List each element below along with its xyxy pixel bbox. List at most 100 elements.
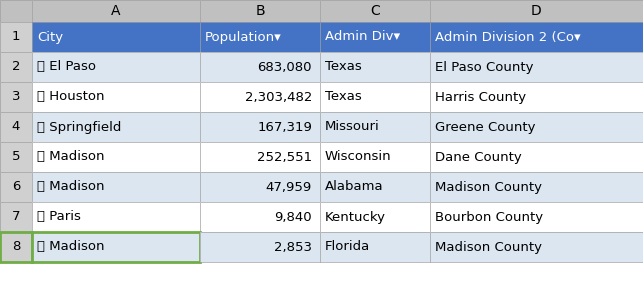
Bar <box>32 232 200 262</box>
Bar <box>32 232 200 262</box>
Text: Madison County: Madison County <box>435 240 542 253</box>
Bar <box>320 52 430 82</box>
Text: 683,080: 683,080 <box>257 60 312 73</box>
Bar <box>32 112 200 142</box>
Text: El Paso County: El Paso County <box>435 60 534 73</box>
Bar <box>0 52 32 82</box>
Bar <box>430 52 643 82</box>
Bar <box>320 142 430 172</box>
Bar <box>430 172 643 202</box>
Text: Bourbon County: Bourbon County <box>435 210 543 223</box>
Text: 2: 2 <box>12 60 20 73</box>
Text: City: City <box>37 31 63 44</box>
Text: 252,551: 252,551 <box>257 151 312 164</box>
Bar <box>0 172 32 202</box>
Text: 🗺 Madison: 🗺 Madison <box>37 151 105 164</box>
Bar <box>200 172 320 202</box>
Bar <box>430 202 643 232</box>
Bar <box>200 112 320 142</box>
Bar <box>320 142 430 172</box>
Bar <box>320 82 430 112</box>
Text: 6: 6 <box>12 181 20 194</box>
Text: A: A <box>111 4 121 18</box>
Bar <box>32 172 200 202</box>
Bar <box>430 82 643 112</box>
Bar <box>200 232 320 262</box>
Text: Dane County: Dane County <box>435 151 521 164</box>
Text: 3: 3 <box>12 90 20 103</box>
Text: 8: 8 <box>12 240 20 253</box>
Bar <box>430 112 643 142</box>
Bar <box>320 172 430 202</box>
Bar <box>200 202 320 232</box>
Text: Alabama: Alabama <box>325 181 384 194</box>
Bar <box>430 22 643 52</box>
Bar <box>430 22 643 52</box>
Bar <box>200 112 320 142</box>
Bar <box>0 0 32 22</box>
Text: 4: 4 <box>12 121 20 134</box>
Bar <box>32 112 200 142</box>
Text: 2,303,482: 2,303,482 <box>244 90 312 103</box>
Bar <box>32 0 200 22</box>
Bar <box>200 82 320 112</box>
Text: D: D <box>531 4 542 18</box>
Bar <box>320 112 430 142</box>
Bar <box>200 142 320 172</box>
Text: 1: 1 <box>12 31 20 44</box>
Bar <box>200 22 320 52</box>
Bar <box>200 22 320 52</box>
Bar <box>320 22 430 52</box>
Bar <box>32 142 200 172</box>
Text: 🗺 Paris: 🗺 Paris <box>37 210 81 223</box>
Text: B: B <box>255 4 265 18</box>
Text: Population▾: Population▾ <box>205 31 282 44</box>
Bar <box>0 172 32 202</box>
Bar <box>320 0 430 22</box>
Bar <box>0 82 32 112</box>
Bar <box>320 22 430 52</box>
Bar <box>0 0 32 22</box>
Text: C: C <box>370 4 380 18</box>
Bar <box>32 82 200 112</box>
Bar <box>320 0 430 22</box>
Bar <box>32 202 200 232</box>
Bar <box>430 0 643 22</box>
Bar <box>32 172 200 202</box>
Bar <box>32 22 200 52</box>
Bar <box>430 142 643 172</box>
Bar <box>0 52 32 82</box>
Bar <box>320 232 430 262</box>
Bar <box>430 232 643 262</box>
Text: 47,959: 47,959 <box>266 181 312 194</box>
Bar <box>32 142 200 172</box>
Bar <box>0 202 32 232</box>
Text: 9,840: 9,840 <box>275 210 312 223</box>
Bar <box>430 82 643 112</box>
Bar <box>200 172 320 202</box>
Bar <box>430 52 643 82</box>
Bar <box>0 142 32 172</box>
Bar <box>0 112 32 142</box>
Bar <box>320 172 430 202</box>
Bar <box>430 142 643 172</box>
Bar <box>0 232 32 262</box>
Text: 7: 7 <box>12 210 20 223</box>
Bar <box>0 82 32 112</box>
Bar <box>32 52 200 82</box>
Bar <box>320 52 430 82</box>
Bar <box>32 0 200 22</box>
Text: Texas: Texas <box>325 90 362 103</box>
Bar <box>200 142 320 172</box>
Bar <box>0 22 32 52</box>
Bar <box>430 232 643 262</box>
Bar <box>200 202 320 232</box>
Bar <box>430 112 643 142</box>
Bar <box>200 0 320 22</box>
Text: Missouri: Missouri <box>325 121 380 134</box>
Bar <box>320 112 430 142</box>
Text: 5: 5 <box>12 151 20 164</box>
Bar <box>200 52 320 82</box>
Text: 167,319: 167,319 <box>257 121 312 134</box>
Bar <box>32 82 200 112</box>
